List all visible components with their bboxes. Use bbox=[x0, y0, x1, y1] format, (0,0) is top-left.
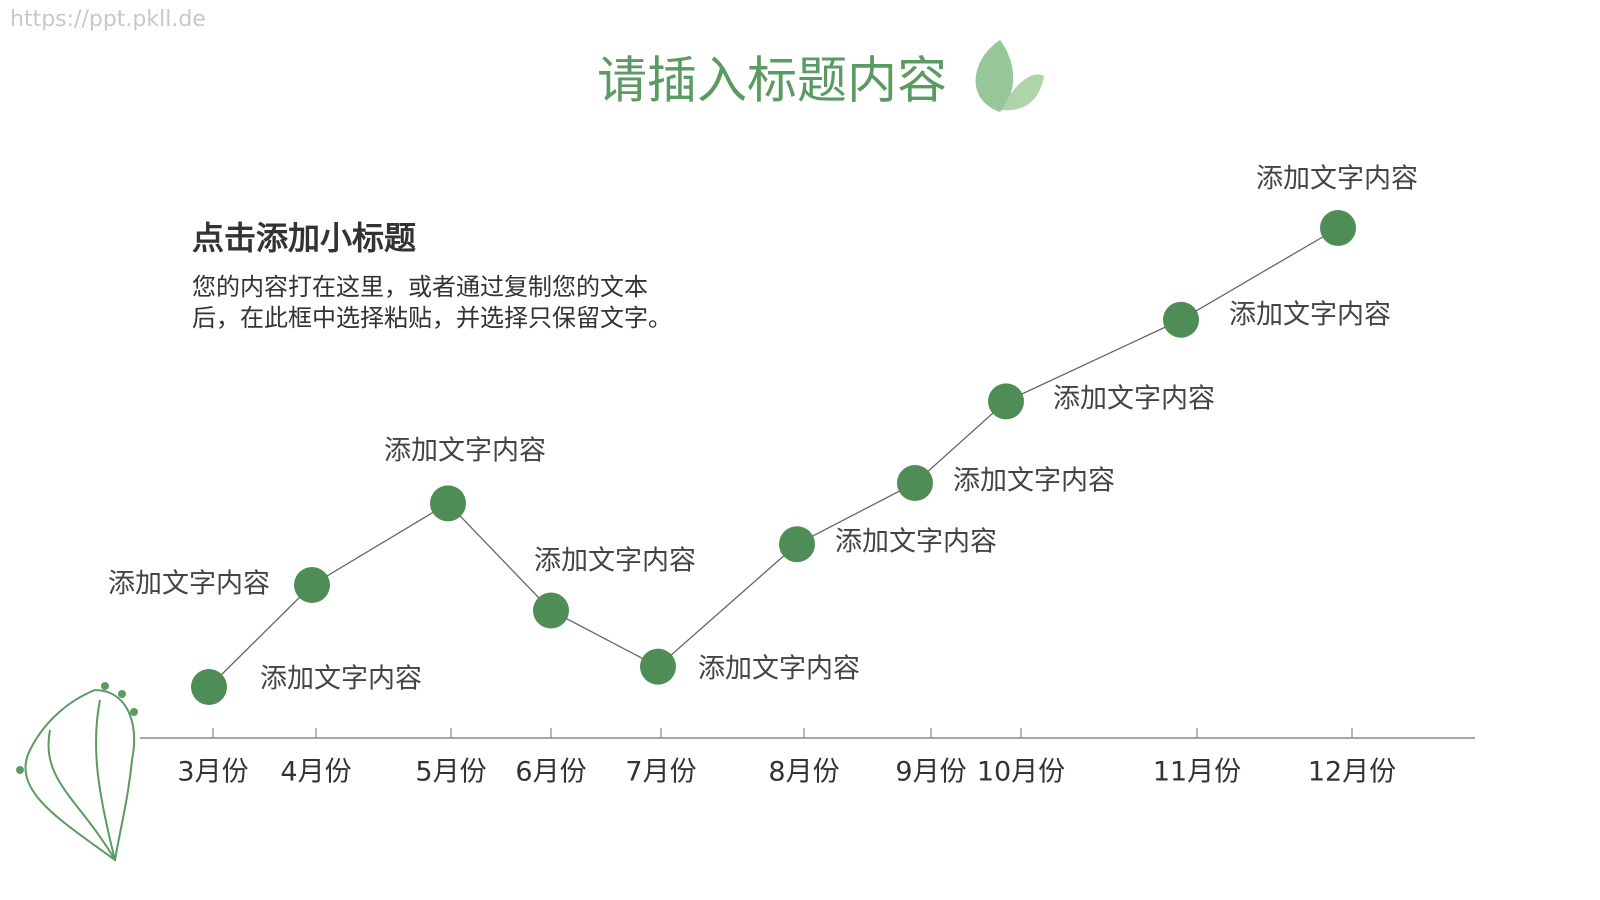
x-tick-label: 7月份 bbox=[625, 757, 696, 788]
x-tick-label: 5月份 bbox=[415, 757, 486, 788]
leaf-icon bbox=[975, 40, 1044, 112]
x-tick-label: 3月份 bbox=[177, 757, 248, 788]
point-label: 添加文字内容 bbox=[1053, 384, 1215, 415]
point-label: 添加文字内容 bbox=[698, 654, 860, 685]
data-point bbox=[430, 485, 466, 522]
point-label: 添加文字内容 bbox=[953, 466, 1115, 497]
chart-title: 请插入标题内容 bbox=[597, 52, 947, 110]
data-point bbox=[533, 592, 569, 629]
data-point bbox=[988, 383, 1024, 420]
x-tick-label: 8月份 bbox=[768, 757, 839, 788]
data-point bbox=[640, 648, 676, 685]
data-point bbox=[1163, 301, 1199, 338]
data-point bbox=[897, 465, 933, 501]
x-tick-label: 6月份 bbox=[515, 757, 586, 788]
x-tick-label: 10月份 bbox=[977, 757, 1065, 788]
point-label: 添加文字内容 bbox=[384, 436, 546, 467]
data-point bbox=[1320, 210, 1356, 246]
point-label: 添加文字内容 bbox=[108, 569, 270, 600]
body-text: 您的内容打在这里，或者通过复制您的文本 bbox=[192, 273, 648, 301]
data-point bbox=[294, 567, 330, 603]
point-label: 添加文字内容 bbox=[835, 527, 997, 558]
point-label: 添加文字内容 bbox=[1229, 300, 1391, 331]
x-tick-label: 12月份 bbox=[1308, 757, 1396, 788]
data-line bbox=[208, 227, 1339, 688]
floral-decoration bbox=[16, 682, 138, 862]
point-label: 添加文字内容 bbox=[534, 546, 696, 577]
point-label: 添加文字内容 bbox=[260, 664, 422, 695]
x-tick-label: 4月份 bbox=[280, 757, 351, 788]
data-point bbox=[779, 526, 815, 563]
subtitle: 点击添加小标题 bbox=[192, 219, 416, 257]
data-point bbox=[191, 669, 227, 705]
body-text: 后，在此框中选择粘贴，并选择只保留文字。 bbox=[192, 304, 672, 332]
x-tick-label: 9月份 bbox=[895, 757, 966, 788]
watermark: https://ppt.pkll.de bbox=[10, 7, 206, 32]
point-label: 添加文字内容 bbox=[1256, 164, 1418, 195]
x-tick-label: 11月份 bbox=[1153, 757, 1241, 788]
